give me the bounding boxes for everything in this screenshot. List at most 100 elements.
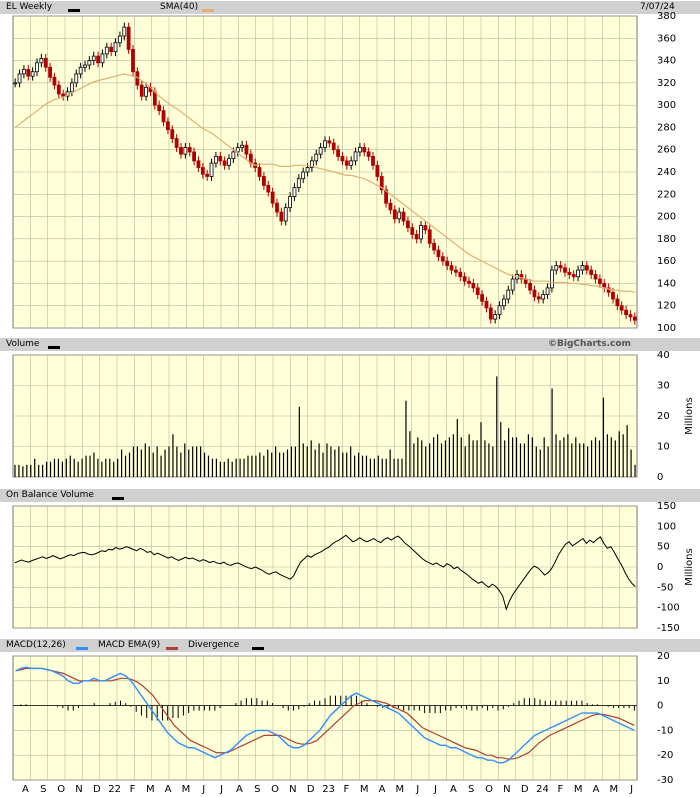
watermark: ©BigCharts.com [548, 339, 631, 349]
x-tick-label: F [557, 784, 563, 795]
macd-header: MACD(12,26) MACD EMA(9) Divergence [0, 639, 700, 652]
volume-legend-swatch [48, 346, 60, 349]
candle-body [545, 287, 550, 295]
tick-label-volume: 10 [657, 442, 670, 453]
candle-body [70, 82, 74, 93]
candle-body [624, 309, 628, 316]
ema-legend-swatch [166, 647, 178, 650]
x-tick-label: 24 [536, 784, 549, 795]
candle-body [406, 220, 410, 229]
sma-legend-swatch [202, 9, 214, 12]
candle-body [122, 26, 127, 37]
candle-body [279, 211, 284, 222]
candle-body [558, 265, 563, 269]
tick-label-volume: 30 [657, 381, 670, 392]
candle-body [532, 289, 537, 298]
candle-body [598, 278, 602, 284]
tick-label-price: 340 [657, 56, 676, 67]
tick-label-price: 360 [657, 33, 676, 44]
candle-body [161, 110, 166, 123]
candle-body [209, 162, 214, 177]
macd-ema-line [15, 667, 635, 760]
x-tick-label: O [485, 784, 493, 795]
candle-body [192, 151, 196, 162]
candle-body [541, 294, 546, 300]
tick-label-volume: 40 [657, 350, 670, 361]
sma-line [14, 73, 635, 293]
candle-body [375, 164, 380, 177]
candle-body [410, 227, 415, 235]
x-tick-label: O [57, 784, 65, 795]
tick-label-price: 240 [657, 167, 676, 178]
x-tick-label: N [503, 784, 510, 795]
tick-label-price: 100 [657, 323, 676, 334]
candle-body [292, 187, 297, 197]
tick-label-obv: 50 [657, 542, 670, 553]
chart-date: 7/07/24 [640, 2, 675, 12]
candle-body [283, 207, 288, 222]
tick-label-macd: 20 [657, 651, 670, 662]
x-tick-label: A [379, 784, 386, 795]
x-tick-label: F [344, 784, 350, 795]
candle-body [227, 158, 231, 166]
candle-body [467, 280, 471, 284]
candle-body [126, 26, 131, 50]
x-tick-label: M [574, 784, 583, 795]
obv-header: On Balance Volume [0, 489, 700, 502]
candle-body [606, 287, 611, 293]
candle-body [275, 202, 279, 213]
x-tick-label: N [75, 784, 82, 795]
candle-body [349, 160, 354, 166]
candle-body [480, 294, 484, 302]
candle-body [366, 151, 371, 157]
candle-body [301, 171, 306, 180]
candle-body [222, 160, 227, 166]
tick-label-volume: 0 [657, 472, 663, 483]
candle-body [235, 147, 240, 153]
x-tick-label: S [468, 784, 474, 795]
price-header: EL Weekly SMA(40) 7/07/24 [0, 1, 700, 14]
x-tick-label: A [236, 784, 243, 795]
candle-body [262, 176, 266, 186]
candle-body [61, 93, 66, 97]
candle-body [305, 167, 310, 173]
x-tick-label: 22 [108, 784, 121, 795]
candle-body [567, 271, 572, 275]
candle-body [196, 160, 201, 168]
x-tick-label: A [593, 784, 600, 795]
candle-body [218, 155, 223, 162]
candle-body [200, 167, 205, 175]
x-tick-label: J [219, 784, 223, 795]
macd-label: MACD(12,26) [6, 640, 66, 650]
tick-label-macd: -10 [657, 725, 673, 736]
candle-body [327, 140, 332, 144]
tick-label-obv: 100 [657, 521, 676, 532]
tick-label-price: 380 [657, 11, 676, 22]
candle-body [170, 129, 175, 139]
candle-body [74, 73, 79, 84]
tick-label-price: 120 [657, 301, 676, 312]
candle-body [454, 269, 458, 273]
divergence-label: Divergence [188, 640, 240, 650]
candle-body [22, 69, 26, 75]
candle-body [240, 144, 244, 148]
candle-body [91, 55, 96, 61]
tick-label-volume: 20 [657, 411, 670, 422]
candle-body [440, 256, 445, 262]
candle-body [593, 274, 598, 280]
candle-body [519, 274, 524, 280]
obv-ylabel: Millions [684, 548, 695, 585]
tick-label-obv: -50 [657, 582, 673, 593]
tick-label-price: 160 [657, 256, 676, 267]
x-tick-label: A [165, 784, 172, 795]
candle-body [554, 265, 559, 271]
tick-label-obv: 0 [657, 562, 663, 573]
candle-body [56, 84, 61, 95]
tick-label-macd: 0 [657, 701, 663, 712]
candle-body [571, 274, 576, 278]
candle-body [388, 202, 393, 211]
candle-body [528, 283, 532, 291]
candle-body [26, 69, 31, 77]
volume-header: Volume ©BigCharts.com [0, 338, 700, 351]
